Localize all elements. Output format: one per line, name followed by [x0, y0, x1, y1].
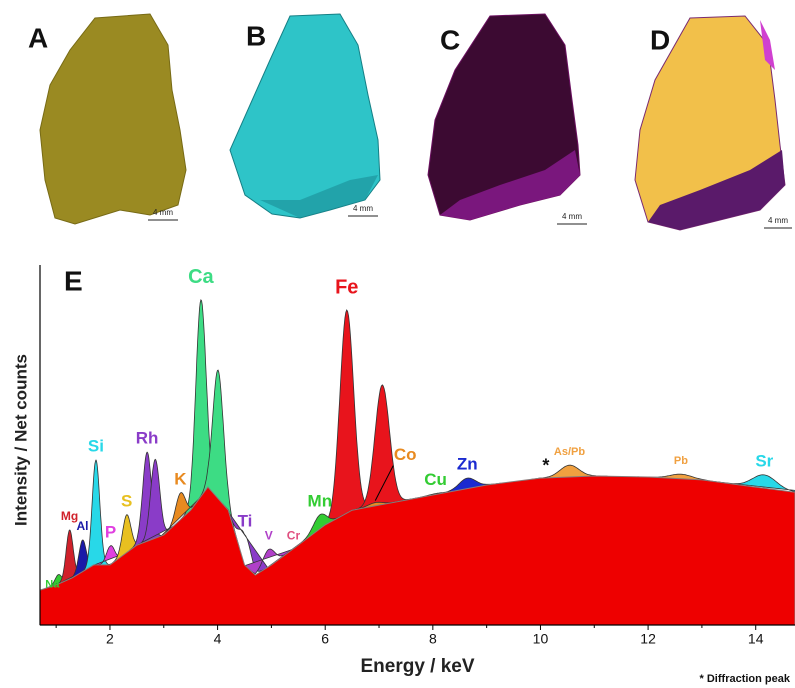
scale-label: 4 mm: [353, 204, 373, 213]
peak-label: Fe: [335, 276, 358, 298]
x-tick-label: 6: [321, 631, 329, 647]
peak-label: Cu: [424, 470, 447, 489]
scale-label: 4 mm: [153, 208, 173, 217]
peak-label: Pb: [674, 455, 688, 467]
scale-label: 4 mm: [562, 212, 582, 221]
peak-label: Sr: [755, 451, 773, 470]
peak-label: Mn: [308, 491, 333, 510]
x-tick-label: 8: [429, 631, 437, 647]
peak-label: Zn: [457, 455, 478, 474]
peak-label: V: [265, 529, 273, 543]
panel-label: B: [246, 20, 266, 51]
peak-label: Co: [394, 445, 417, 464]
figure: A B C D 4 mm 4 mm 4 mm 4 mm CaFeNaMgAlSi…: [0, 0, 795, 688]
panel-label: D: [650, 24, 670, 55]
peak-label: As/Pb: [554, 446, 585, 458]
scale-label: 4 mm: [768, 216, 788, 225]
peak-label: Al: [77, 519, 89, 533]
x-tick-label: 10: [533, 631, 549, 647]
annotation: *: [542, 455, 549, 475]
panel-label: C: [440, 24, 460, 55]
y-axis-label: Intensity / Net counts: [11, 354, 30, 526]
peak-label: P: [105, 522, 116, 541]
panel-label: A: [28, 22, 48, 53]
peak-label: Ti: [238, 511, 253, 530]
x-axis-label: Energy / keV: [360, 656, 474, 677]
x-tick-label: 14: [748, 631, 764, 647]
panel-label: E: [64, 265, 83, 296]
peak-label: Rh: [136, 429, 159, 448]
peak-label: Si: [88, 437, 104, 456]
peak-label: Cr: [287, 529, 301, 543]
peak-label: Na: [45, 579, 60, 591]
footnote: * Diffraction peak: [700, 673, 791, 685]
x-tick-label: 4: [214, 631, 222, 647]
peak-label: K: [174, 469, 187, 488]
peak-label: Ca: [188, 266, 214, 288]
x-tick-label: 2: [106, 631, 114, 647]
peak-label: S: [121, 491, 132, 510]
x-tick-label: 12: [640, 631, 656, 647]
sample-image-a: [40, 14, 186, 224]
